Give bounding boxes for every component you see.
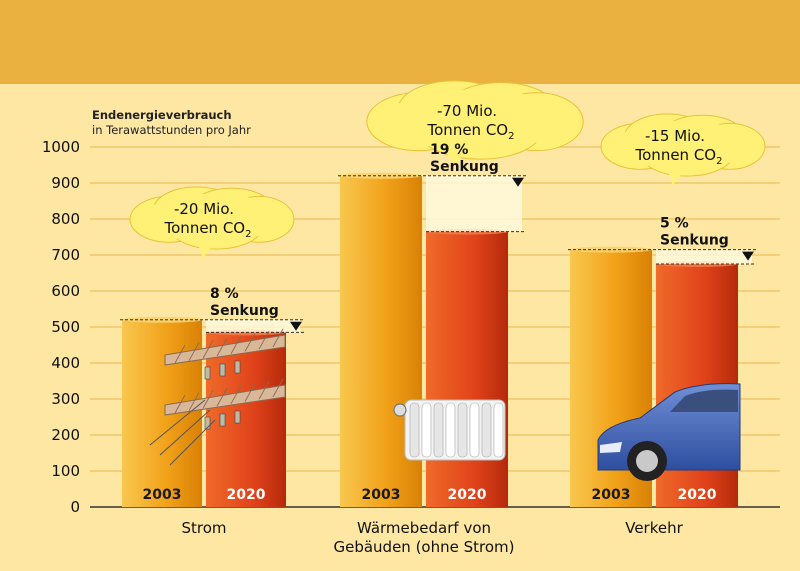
cloud-line-1: -70 Mio. (437, 102, 497, 120)
y-tick-label: 600 (51, 282, 80, 300)
insulator (204, 366, 211, 380)
co2-subscript: 2 (716, 156, 722, 167)
cloud-tail (197, 245, 213, 262)
y-axis-title: Endenergieverbrauch (92, 108, 232, 122)
pylon-crossarm (164, 334, 286, 366)
co2-cloud (600, 113, 766, 188)
cloud-tail (447, 154, 463, 172)
pylon-strut (202, 340, 214, 359)
category-label: Gebäuden (ohne Strom) (333, 538, 514, 556)
reduction-percent: 19 % (430, 142, 468, 158)
pylon-strut (244, 383, 256, 402)
radiator-fin (421, 402, 432, 458)
y-tick-label: 400 (51, 354, 80, 372)
pylon-strut (188, 342, 200, 361)
pylon-crossarm (164, 384, 286, 416)
car-headlight (600, 442, 622, 453)
radiator-fin (493, 402, 504, 458)
radiator-fin (481, 402, 492, 458)
cloud-line-1: -20 Mio. (174, 200, 234, 218)
y-tick-label: 500 (51, 318, 80, 336)
radiator-fin (445, 402, 456, 458)
radiator-icon (393, 399, 506, 461)
down-arrow-icon (512, 177, 524, 187)
insulator (234, 360, 241, 374)
category-label: Verkehr (625, 519, 683, 537)
radiator-fin (457, 402, 468, 458)
cloud-body (384, 89, 566, 151)
reduction-label: Senkung (430, 159, 499, 175)
reduction-label: Senkung (660, 233, 729, 249)
insulator (219, 363, 226, 377)
bar-year-label: 2020 (448, 487, 487, 503)
cloud-line-2: Tonnen CO2 (635, 146, 723, 167)
car-hubcap (636, 450, 658, 472)
y-tick-label: 200 (51, 426, 80, 444)
insulator (204, 416, 211, 430)
pylon-strut (188, 392, 200, 411)
reduction-band (656, 249, 752, 264)
bar-2020 (426, 231, 508, 507)
pylon-strut (216, 337, 228, 357)
reduction-percent: 5 % (660, 216, 689, 232)
cloud-body (143, 193, 281, 243)
cloud-line-1: -15 Mio. (645, 127, 705, 145)
pylon-strut (244, 333, 256, 352)
pylon-strut (272, 328, 284, 348)
radiator-fin (469, 402, 480, 458)
y-tick-label: 800 (51, 210, 80, 228)
car-window (670, 389, 738, 412)
y-tick-label: 300 (51, 390, 80, 408)
y-tick-label: 100 (51, 462, 80, 480)
radiator-fin (433, 402, 444, 458)
power-lines (149, 399, 216, 466)
power-pylon-icon (149, 328, 286, 466)
co2-cloud (129, 186, 295, 262)
y-tick-label: 0 (70, 498, 80, 516)
cloud-tail (667, 172, 683, 188)
pylon-strut (174, 344, 186, 364)
pylon-strut (174, 394, 186, 414)
bar-year-label: 2003 (592, 487, 631, 503)
bar-2003 (122, 319, 202, 507)
insulator (234, 410, 241, 424)
bar-year-label: 2020 (227, 487, 266, 503)
pylon-strut (216, 387, 228, 407)
car-icon (597, 383, 741, 481)
reduction-label: Senkung (210, 303, 279, 319)
insulator (219, 413, 226, 427)
radiator-valve (393, 403, 407, 417)
category-label: Strom (181, 519, 226, 537)
co2-subscript: 2 (245, 229, 251, 240)
header-band (0, 0, 800, 84)
bar-2020 (206, 332, 286, 507)
pylon-strut (258, 380, 270, 400)
pylon-strut (202, 390, 214, 409)
bar-year-label: 2003 (362, 487, 401, 503)
bar-year-label: 2020 (678, 487, 717, 503)
co2-cloud (366, 80, 584, 172)
y-tick-label: 1000 (42, 138, 80, 156)
pylon-strut (230, 385, 242, 405)
category-label: Wärmebedarf von (357, 519, 491, 537)
down-arrow-icon (290, 321, 302, 331)
reduction-percent: 8 % (210, 286, 239, 302)
pylon-strut (272, 378, 284, 398)
cloud-line-2: Tonnen CO2 (427, 121, 515, 142)
y-axis-subtitle: in Terawattstunden pro Jahr (92, 123, 251, 137)
bar-year-label: 2003 (143, 487, 182, 503)
co2-subscript: 2 (508, 131, 514, 142)
y-tick-label: 700 (51, 246, 80, 264)
radiator-fin (409, 402, 420, 458)
reduction-band (206, 319, 300, 333)
pylon-strut (258, 330, 270, 350)
down-arrow-icon (742, 251, 754, 261)
pylon-strut (230, 335, 242, 355)
y-tick-label: 900 (51, 174, 80, 192)
reduction-band (426, 175, 522, 232)
cloud-body (614, 120, 752, 170)
cloud-line-2: Tonnen CO2 (164, 219, 252, 240)
